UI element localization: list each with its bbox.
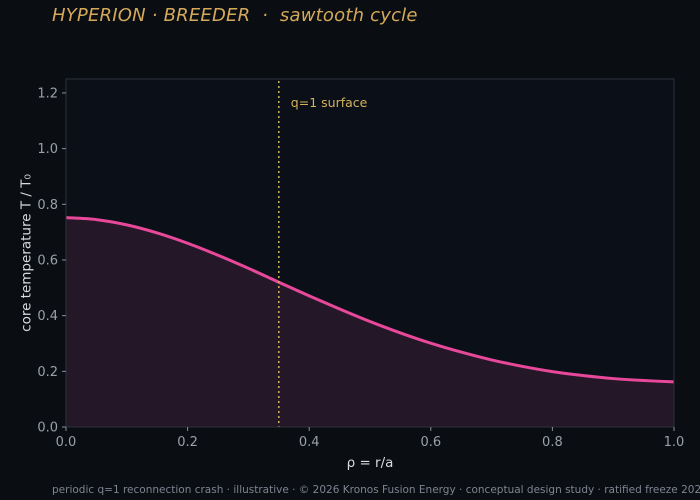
y-tick-label: 0.0 (37, 421, 58, 436)
x-tick-label: 1.0 (664, 435, 685, 450)
temperature-profile-line (65, 216, 675, 384)
footer-note: periodic q=1 reconnection crash · illust… (52, 484, 700, 496)
y-tick-label: 0.6 (37, 253, 58, 268)
y-axis-label: core temperature T / T₀ (19, 174, 35, 332)
x-tick-label: 0.8 (542, 435, 563, 450)
y-tick-label: 0.2 (37, 365, 58, 380)
y-tick-label: 1.0 (37, 142, 58, 157)
y-tick-label: 0.4 (37, 309, 58, 324)
x-tick-label: 0.2 (177, 435, 198, 450)
x-axis-label: ρ = r/a (347, 455, 394, 471)
x-tick-label: 0.0 (56, 435, 77, 450)
y-tick-label: 1.2 (37, 86, 58, 101)
y-tick-label: 0.8 (37, 198, 58, 213)
x-tick-label: 0.6 (420, 435, 441, 450)
x-tick-label: 0.4 (299, 435, 320, 450)
q1-surface-label: q=1 surface (291, 95, 368, 110)
plot-frame (65, 78, 675, 428)
chart-title: HYPERION · BREEDER · sawtooth cycle (52, 5, 418, 26)
